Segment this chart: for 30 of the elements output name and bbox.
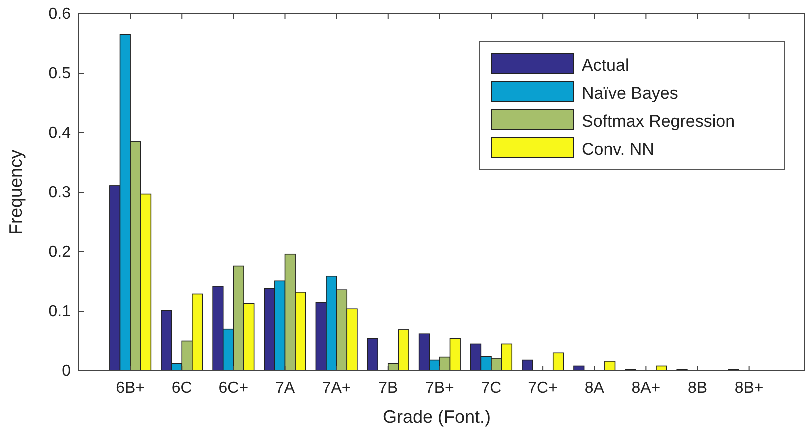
- legend-label: Naïve Bayes: [582, 84, 678, 103]
- x-tick-label: 7B+: [425, 380, 454, 397]
- x-tick-label: 7C+: [528, 380, 558, 397]
- x-tick-label: 6C: [172, 380, 192, 397]
- x-tick-label: 8A: [584, 380, 605, 397]
- x-tick-label: 6B+: [116, 380, 146, 397]
- bar: [367, 338, 378, 372]
- legend-label: Softmax Regression: [582, 112, 736, 131]
- legend-label: Actual: [582, 56, 630, 75]
- legend-label: Conv. NN: [582, 140, 654, 159]
- bar: [522, 360, 534, 372]
- y-tick-label: 0: [62, 363, 72, 380]
- x-tick-label: 8B: [688, 380, 708, 397]
- y-axis-title: Frequency: [6, 150, 26, 236]
- x-tick-label: 7B: [378, 380, 398, 397]
- x-tick-label: 7A: [275, 380, 296, 397]
- y-tick-label: 0.4: [48, 125, 72, 142]
- y-tick-label: 0.3: [48, 184, 72, 202]
- y-tick-label: 0.1: [48, 304, 72, 321]
- x-tick-label: 7C: [481, 380, 502, 397]
- x-tick-label: 8B+: [734, 380, 764, 397]
- bar: [604, 361, 616, 372]
- x-tick-label: 8A+: [632, 380, 661, 397]
- y-tick-label: 0.2: [48, 244, 72, 262]
- y-tick-label: 0.5: [48, 66, 72, 83]
- x-tick-label: 7A+: [322, 380, 352, 397]
- bar: [552, 352, 564, 372]
- x-tick-label: 6C+: [218, 380, 249, 397]
- x-axis-title: Grade (Font.): [382, 407, 492, 427]
- y-tick-label: 0.6: [48, 6, 72, 24]
